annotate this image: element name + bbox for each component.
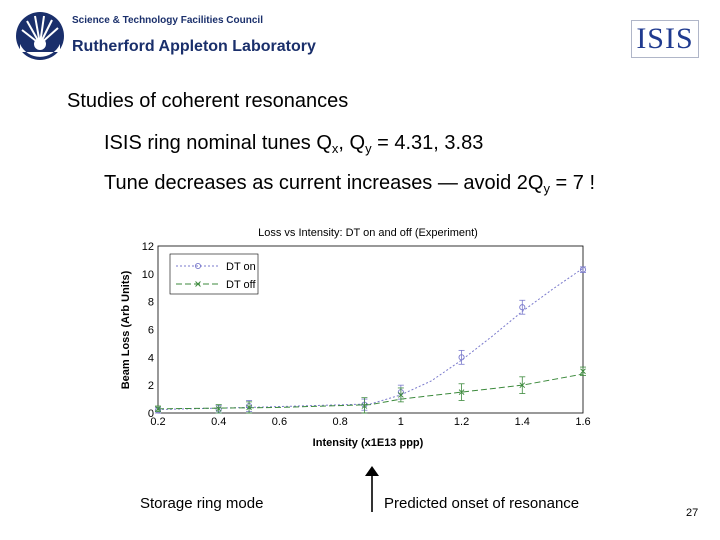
org-line-laboratory: Rutherford Appleton Laboratory: [72, 38, 316, 55]
dt-off-point: [361, 403, 368, 409]
dt-on-point: [579, 266, 587, 273]
tunes-sub-y: y: [365, 141, 372, 156]
dt-off-point: [458, 389, 465, 395]
isis-logo: ISIS: [631, 20, 699, 58]
legend-box: [169, 253, 259, 295]
resonance-sub-y: y: [543, 181, 550, 196]
page-number: 27: [686, 507, 699, 519]
dt-off-point: [215, 406, 222, 412]
x-tick-label: 0.8: [332, 416, 347, 428]
chart-ylabel: Beam Loss (Arb Units): [120, 270, 132, 389]
dt-on-fit-line: [157, 267, 584, 411]
slide-heading: Studies of coherent resonances: [67, 90, 349, 112]
chart-axes: 0.2 0.4 0.6 0.8 1 1.2 1.4 1.6 0 2 4 6 8 10 12: [142, 241, 591, 428]
dt-off-point: [398, 392, 404, 398]
dt-on-point: [458, 354, 465, 361]
x-tick-label: 1: [398, 416, 404, 428]
x-tick-label: 1.2: [454, 416, 469, 428]
chart-title: Loss vs Intensity: DT on and off (Experi…: [258, 227, 478, 239]
y-tick-label: 10: [142, 269, 154, 281]
y-tick-label: 6: [148, 325, 154, 337]
caption-storage-ring: Storage ring mode: [140, 495, 264, 512]
legend-marker-dt-on: [194, 262, 202, 270]
y-tick-label: 4: [148, 352, 154, 364]
chart-legend: DT on DT off: [169, 253, 259, 295]
caption-resonance-onset: Predicted onset of resonance: [384, 495, 580, 512]
tunes-text-a: ISIS ring nominal tunes Q: [104, 132, 332, 154]
tunes-text-b: , Q: [338, 132, 366, 154]
dt-off-point: [155, 406, 161, 412]
y-tick-label: 8: [148, 297, 154, 309]
x-tick-label: 0.4: [211, 416, 226, 428]
y-tick-label: 0: [148, 408, 154, 420]
legend-marker-dt-off: [195, 281, 201, 287]
onset-arrow-icon: [365, 466, 379, 512]
tunes-sub-x: x: [331, 141, 339, 156]
dt-off-point: [519, 382, 526, 388]
tunes-bullet: ISIS ring nominal tunes Qx, Qy = 4.31, 3…: [104, 132, 483, 156]
resonance-text-b: = 7 !: [549, 172, 596, 194]
isis-logo-text: ISIS: [636, 22, 694, 55]
x-tick-label: 0.2: [150, 416, 165, 428]
sunburst-icon: [16, 12, 64, 60]
resonance-text-a: Tune decreases as current increases — av…: [104, 172, 544, 194]
y-tick-label: 2: [148, 380, 154, 392]
legend-label-dt-on: DT on: [226, 261, 256, 273]
tunes-text-c: = 4.31, 3.83: [371, 132, 484, 154]
loss-vs-intensity-chart: Loss vs Intensity: DT on and off (Experi…: [120, 227, 591, 449]
dt-on-point: [519, 304, 526, 311]
resonance-bullet: Tune decreases as current increases — av…: [104, 172, 595, 196]
dt-off-point: [246, 404, 252, 411]
y-tick-label: 12: [142, 241, 154, 253]
dt-off-point: [580, 368, 586, 375]
x-tick-label: 0.6: [272, 416, 287, 428]
x-tick-label: 1.6: [575, 416, 590, 428]
chart-series: [154, 266, 587, 414]
rutherford-appleton-logo: [14, 8, 304, 64]
x-tick-label: 1.4: [515, 416, 530, 428]
legend-label-dt-off: DT off: [226, 279, 256, 291]
org-line-council: Science & Technology Facilities Council: [72, 15, 263, 26]
chart-xlabel: Intensity (x1E13 ppp): [313, 437, 424, 449]
